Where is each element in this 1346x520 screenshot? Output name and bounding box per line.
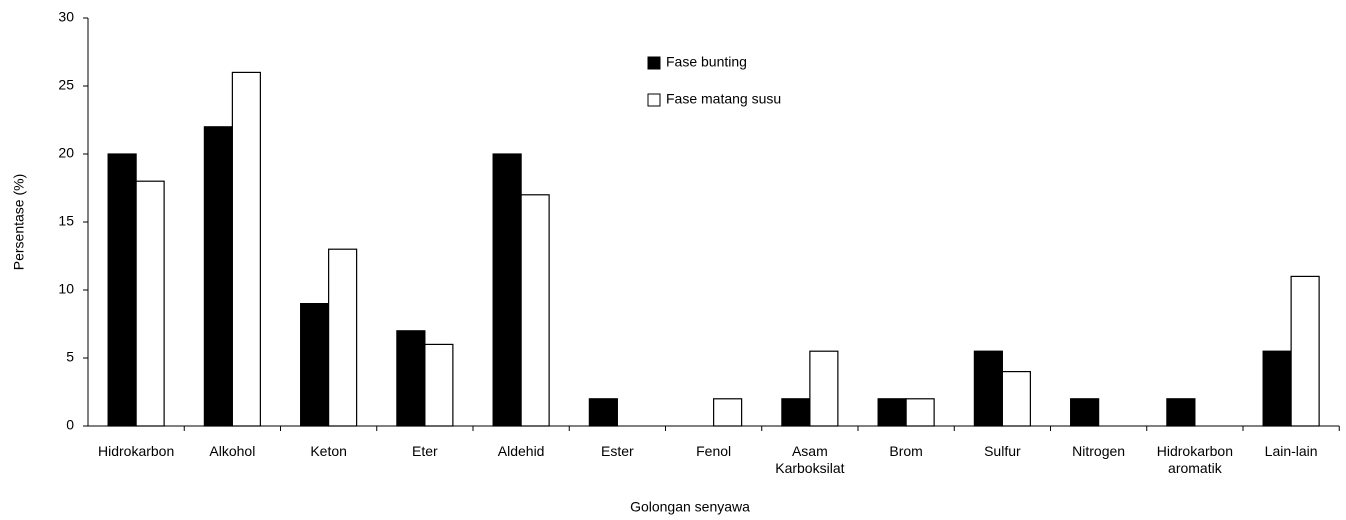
- bar: [877, 398, 907, 427]
- bar: [203, 126, 233, 427]
- bar: [973, 350, 1003, 427]
- legend-label: Fase matang susu: [666, 91, 781, 107]
- x-tick-label: Asam Karboksilat: [775, 443, 845, 476]
- bar: [424, 343, 454, 427]
- y-tick-label: 0: [66, 417, 74, 433]
- x-tick-label: Hidrokarbon aromatik: [1156, 443, 1233, 476]
- bar: [520, 194, 550, 427]
- y-tick-label: 15: [58, 213, 74, 229]
- bar: [107, 153, 137, 427]
- x-tick-label: Alkohol: [209, 443, 256, 459]
- bar: [492, 153, 522, 427]
- y-tick-label: 10: [58, 281, 74, 297]
- legend-label: Fase bunting: [666, 54, 747, 70]
- x-tick-label: Sulfur: [984, 443, 1021, 459]
- x-tick-label: Brom: [889, 443, 923, 459]
- bar: [1070, 398, 1100, 427]
- x-tick-label: Hidrokarbon: [97, 443, 175, 459]
- bar: [1166, 398, 1196, 427]
- bar: [328, 248, 358, 427]
- x-tick-label: Lain-lain: [1264, 443, 1318, 459]
- bar: [300, 303, 330, 427]
- x-tick-label: Keton: [310, 443, 347, 459]
- y-tick-label: 5: [66, 349, 74, 365]
- y-tick-label: 30: [58, 9, 74, 25]
- x-tick-label: Nitrogen: [1072, 443, 1126, 459]
- bar: [809, 350, 839, 427]
- y-tick-label: 20: [58, 145, 74, 161]
- bar: [713, 398, 743, 427]
- bar: [135, 180, 165, 427]
- x-axis-title: Golongan senyawa: [630, 499, 750, 515]
- x-tick-label: Aldehid: [497, 443, 545, 459]
- x-tick-label: Fenol: [696, 443, 732, 459]
- x-tick-label: Ester: [601, 443, 634, 459]
- bar: [231, 71, 261, 427]
- bar: [781, 398, 811, 427]
- legend-swatch: [647, 56, 661, 70]
- bar: [905, 398, 935, 427]
- bar: [1262, 350, 1292, 427]
- y-axis-title: Persentase (%): [11, 174, 27, 270]
- bar: [396, 330, 426, 427]
- bar: [1001, 371, 1031, 427]
- bar: [1290, 275, 1320, 427]
- bar: [588, 398, 618, 427]
- y-tick-label: 25: [58, 77, 74, 93]
- x-tick-label: Eter: [412, 443, 438, 459]
- legend-swatch: [647, 93, 661, 107]
